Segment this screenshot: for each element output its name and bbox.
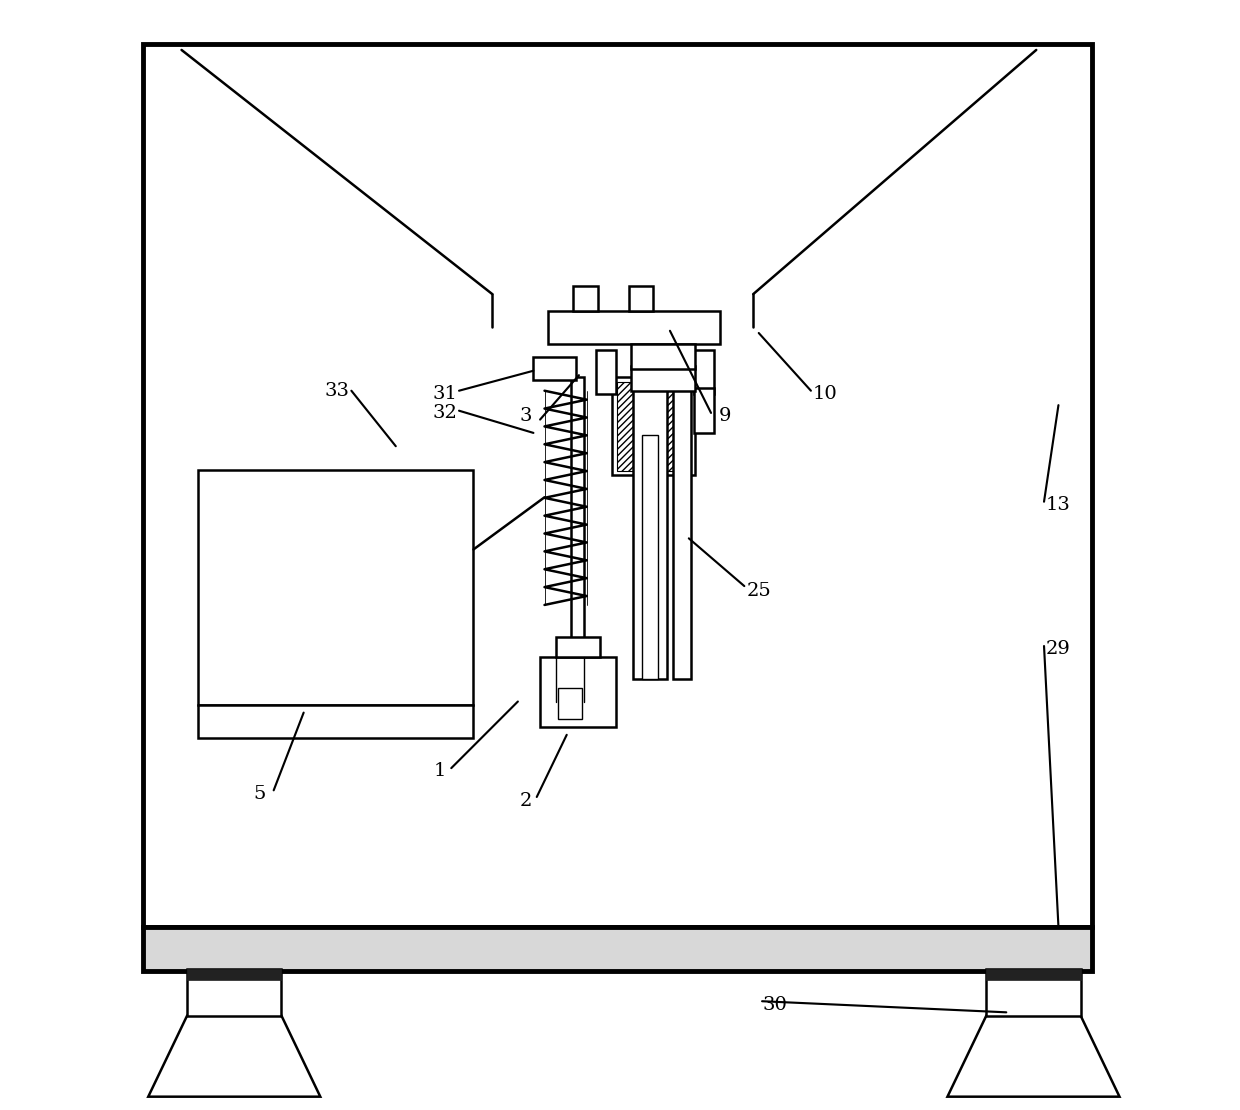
Bar — [573, 286, 598, 311]
Bar — [143, 927, 1091, 971]
Bar — [634, 388, 667, 679]
Bar — [548, 311, 720, 344]
Bar — [572, 377, 584, 649]
Bar — [558, 688, 583, 719]
Bar — [616, 382, 691, 471]
Polygon shape — [947, 1016, 1120, 1097]
Bar — [631, 344, 696, 369]
Bar — [187, 969, 281, 980]
Bar — [694, 350, 714, 394]
Text: 31: 31 — [433, 385, 458, 403]
Bar — [694, 388, 714, 433]
Text: 29: 29 — [1047, 640, 1071, 658]
Bar — [631, 366, 696, 391]
Text: 30: 30 — [763, 996, 787, 1013]
Bar — [541, 657, 615, 727]
Text: 2: 2 — [520, 793, 532, 810]
Bar — [642, 435, 657, 679]
Text: 1: 1 — [434, 763, 446, 780]
Polygon shape — [149, 1016, 320, 1097]
Text: 3: 3 — [520, 407, 532, 425]
Text: 32: 32 — [433, 404, 458, 422]
Bar — [629, 286, 653, 311]
Bar — [986, 969, 1080, 980]
Bar — [198, 470, 474, 705]
Text: 33: 33 — [325, 382, 350, 400]
Bar — [187, 969, 281, 1016]
Text: 5: 5 — [253, 785, 265, 803]
Bar — [556, 637, 600, 657]
Bar — [143, 44, 1091, 927]
Bar — [198, 705, 474, 738]
Bar — [533, 357, 575, 380]
Bar — [986, 969, 1080, 1016]
Text: 10: 10 — [813, 385, 838, 403]
Text: 9: 9 — [719, 407, 732, 425]
Bar — [595, 350, 615, 394]
Text: 13: 13 — [1047, 496, 1071, 514]
Text: 25: 25 — [746, 582, 771, 599]
Bar — [613, 377, 696, 475]
Bar — [673, 388, 691, 679]
